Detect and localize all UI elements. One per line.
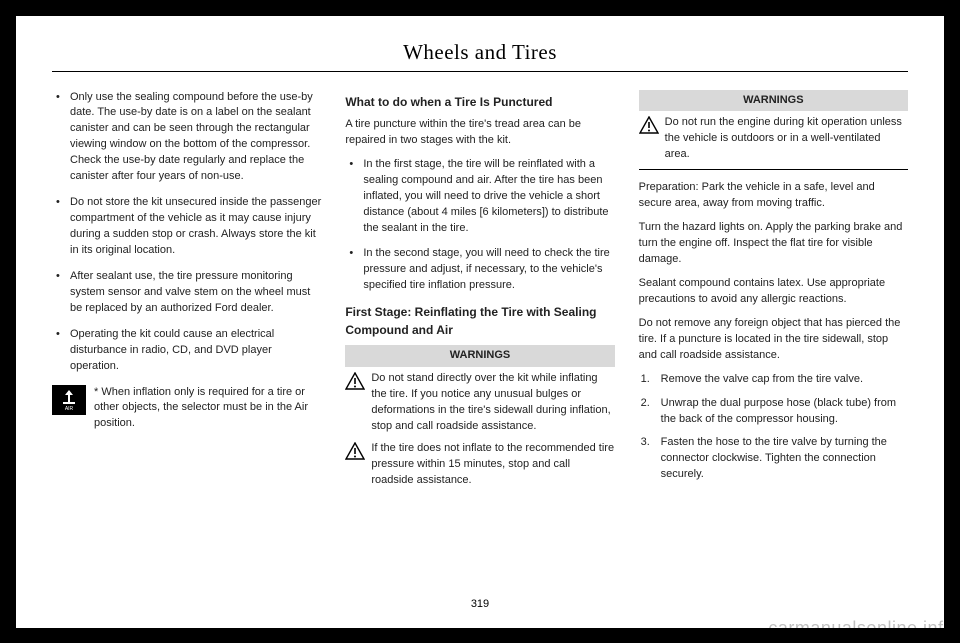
warnings-box: WARNINGS Do not stand directly over the …: [345, 345, 614, 489]
col3-para-4: Do not remove any foreign object that ha…: [639, 316, 908, 364]
list-item: Operating the kit could cause an electri…: [52, 327, 321, 375]
air-selector-icon: AIR: [52, 385, 86, 415]
air-note-row: AIR * When inflation only is required fo…: [52, 385, 321, 433]
warning-item: If the tire does not inflate to the reco…: [345, 441, 614, 489]
col2-heading-2: First Stage: Reinflating the Tire with S…: [345, 304, 614, 339]
page-number: 319: [52, 598, 908, 610]
list-item: Fasten the hose to the tire valve by tur…: [639, 435, 908, 483]
svg-text:AIR: AIR: [65, 406, 74, 412]
column-3: WARNINGS Do not run the engine during ki…: [639, 90, 908, 594]
warnings-header: WARNINGS: [639, 90, 908, 112]
list-item: Only use the sealing compound before the…: [52, 90, 321, 186]
list-item: In the first stage, the tire will be rei…: [345, 157, 614, 237]
page-title: Wheels and Tires: [52, 40, 908, 65]
col2-heading-1: What to do when a Tire Is Punctured: [345, 94, 614, 111]
section-rule: [639, 169, 908, 170]
column-2: What to do when a Tire Is Punctured A ti…: [345, 90, 614, 594]
header-rule: [52, 71, 908, 72]
col3-para-3: Sealant compound contains latex. Use app…: [639, 276, 908, 308]
watermark: carmanualsonline.info: [768, 618, 954, 639]
warnings-box: WARNINGS Do not run the engine during ki…: [639, 90, 908, 164]
warning-triangle-icon: [345, 442, 365, 489]
warning-item: Do not stand directly over the kit while…: [345, 371, 614, 435]
col3-steps-list: Remove the valve cap from the tire valve…: [639, 372, 908, 484]
col3-para-2: Turn the hazard lights on. Apply the par…: [639, 220, 908, 268]
col3-para-1: Preparation: Park the vehicle in a safe,…: [639, 180, 908, 212]
col2-para-1: A tire puncture within the tire's tread …: [345, 117, 614, 149]
air-note-text: * When inflation only is required for a …: [94, 385, 321, 433]
list-item: Do not store the kit unsecured inside th…: [52, 195, 321, 259]
list-item: In the second stage, you will need to ch…: [345, 246, 614, 294]
col2-bullet-list: In the first stage, the tire will be rei…: [345, 157, 614, 295]
warning-item: Do not run the engine during kit operati…: [639, 115, 908, 163]
list-item: Unwrap the dual purpose hose (black tube…: [639, 396, 908, 428]
warning-triangle-icon: [639, 116, 659, 163]
warning-triangle-icon: [345, 372, 365, 435]
manual-page: Wheels and Tires Only use the sealing co…: [16, 16, 944, 628]
list-item: After sealant use, the tire pressure mon…: [52, 269, 321, 317]
warning-text: If the tire does not inflate to the reco…: [371, 441, 614, 489]
column-1: Only use the sealing compound before the…: [52, 90, 321, 594]
list-item: Remove the valve cap from the tire valve…: [639, 372, 908, 388]
warning-text: Do not stand directly over the kit while…: [371, 371, 614, 435]
col1-bullet-list: Only use the sealing compound before the…: [52, 90, 321, 375]
content-columns: Only use the sealing compound before the…: [52, 90, 908, 594]
warning-text: Do not run the engine during kit operati…: [665, 115, 908, 163]
warnings-header: WARNINGS: [345, 345, 614, 367]
